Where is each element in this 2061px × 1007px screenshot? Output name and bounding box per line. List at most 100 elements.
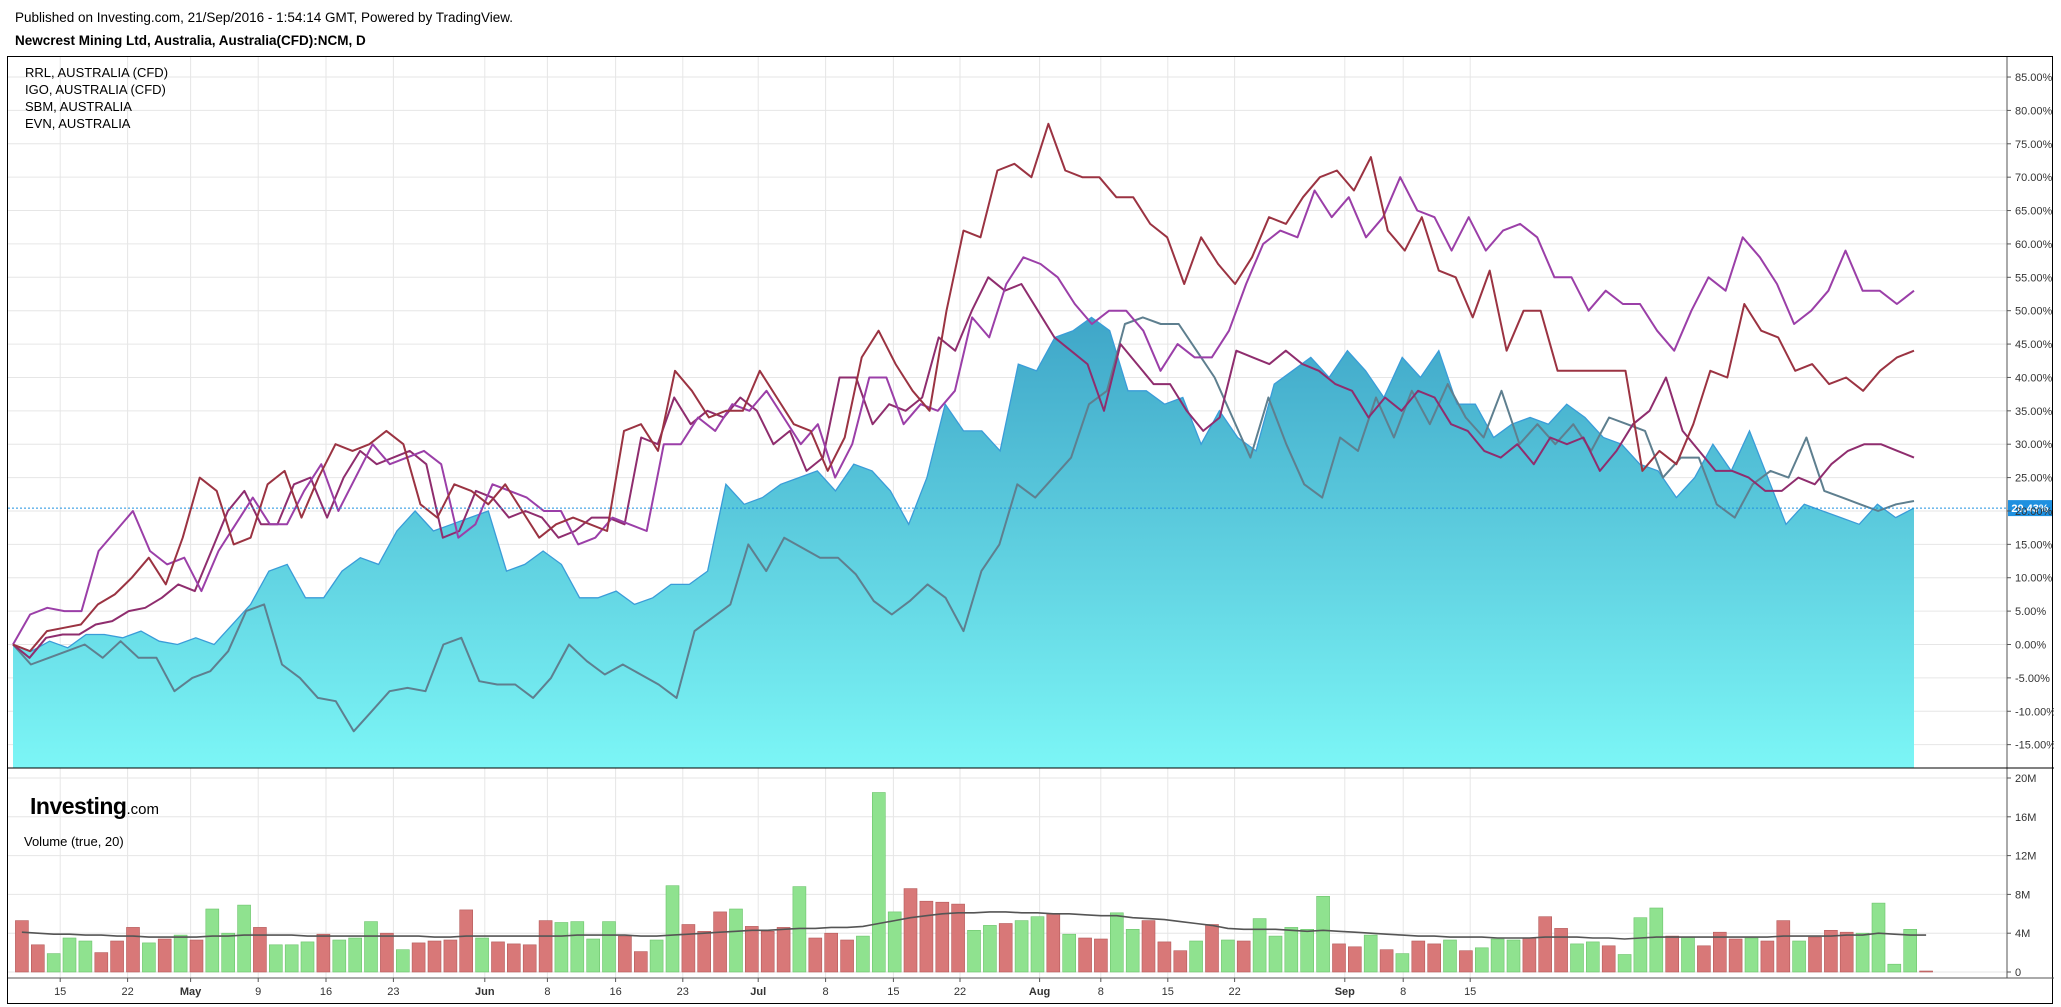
volume-bar [1395,953,1410,973]
volume-bar [395,949,410,973]
x-tick-label: 23 [387,986,399,998]
volume-bar [316,933,331,973]
volume-ma-line [21,911,1927,940]
volume-bar [268,944,283,973]
volume-bar [221,932,235,973]
volume-bar [205,908,220,973]
ncm-area-series [12,316,1915,768]
comparison-lines [8,122,2007,733]
volume-bar [538,920,553,973]
volume-bar [142,942,156,973]
volume-bar [427,940,442,973]
axes: 20.43% -15.00% -10.00% -5.00% 0.00% 5.00% 10.0… [8,57,2054,998]
volume-bar [1300,928,1314,973]
chart-title: Newcrest Mining Ltd, Australia, Australi… [15,33,366,48]
volume-bar [887,911,902,973]
volume-bar [602,921,616,973]
volume-bar [903,888,918,973]
volume-bar [871,792,886,973]
x-tick-label: 8 [544,986,550,998]
volume-bar [1014,920,1029,973]
legend-item-igo: IGO, AUSTRALIA (CFD) [25,82,166,97]
evn-line [12,316,1915,733]
y-tick-label: -10.00% [2015,706,2054,718]
ncm-line [12,316,1915,652]
volume-bar [744,926,759,973]
volume-bar [1125,928,1140,973]
chart-svg[interactable]: 20.43% -15.00% -10.00% -5.00% 0.00% 5.00% 10.0… [8,57,2054,1005]
volume-bar [1713,931,1727,973]
y-tick-label: 80.00% [2015,105,2053,117]
volume-bar [729,908,743,973]
volume-bar [840,939,854,973]
volume-bar [1046,913,1061,973]
volume-bar [1554,928,1568,973]
volume-bar [1427,943,1441,973]
volume-bar [681,924,696,973]
volume-bar [1649,907,1664,973]
x-tick-label: 22 [954,986,966,998]
x-tick-label: Aug [1029,986,1050,998]
volume-bar [998,923,1013,973]
volume-bar [348,937,363,973]
logo-text: Investing [30,793,127,819]
volume-bar [475,937,489,973]
y-tick-label: 75.00% [2015,139,2053,151]
volume-bar [173,934,188,973]
chart-frame[interactable]: 20.43% -15.00% -10.00% -5.00% 0.00% 5.00% 10.0… [7,56,2054,1005]
volume-bar [411,942,426,973]
volume-bar [1078,937,1092,973]
volume-bar [1728,938,1743,973]
volume-bar [665,885,680,973]
volume-bar [586,938,601,973]
volume-bar [1824,929,1838,973]
volume-bar [1697,945,1711,973]
volume-bar [30,944,45,973]
x-tick-label: 15 [1162,986,1174,998]
x-tick-label: Jul [750,986,766,998]
investing-logo: Investingcom [30,793,159,820]
y-tick-label: 70.00% [2015,172,2053,184]
y-tick-label-volume: 12M [2015,851,2036,863]
volume-bar [776,927,791,973]
volume-bar [364,921,378,973]
y-tick-label: 30.00% [2015,439,2053,451]
volume-bar [1633,917,1648,973]
y-tick-label: 20.00% [2015,506,2053,518]
volume-bar [110,940,124,973]
x-tick-label: 8 [823,986,829,998]
igo-line [12,176,1915,645]
legend-item-rrl: RRL, AUSTRALIA (CFD) [25,65,169,80]
volume-bar [1332,943,1346,973]
volume-bar [1665,935,1679,973]
y-tick-label: -5.00% [2015,673,2050,685]
volume-bar [1316,895,1330,973]
volume-bar [951,903,965,973]
volume-bar [1744,937,1759,973]
volume-bar [1601,945,1616,973]
legend-item-sbm: SBM, AUSTRALIA [25,99,132,114]
volume-bar [713,911,727,973]
volume-bar [570,921,585,973]
volume-bar [1808,936,1822,973]
volume-pane-title: Volume (true, 20) [24,834,124,849]
x-tick-label: 16 [320,986,332,998]
y-tick-label: 15.00% [2015,539,2053,551]
x-tick-label: 23 [677,986,689,998]
y-tick-label: 50.00% [2015,306,2053,318]
volume-bar [491,941,505,973]
volume-bar [1490,938,1505,973]
volume-bar [1760,940,1775,973]
volume-bar [983,925,997,973]
volume-bar [522,944,537,973]
volume-bar [1887,963,1902,973]
volume-bar [189,939,204,973]
x-tick-label: 9 [255,986,261,998]
volume-bar [554,922,569,973]
volume-bar [633,951,648,973]
volume-bar [1855,932,1870,973]
volume-bar [1141,920,1156,973]
volume-bar [15,920,29,973]
volume-bar [1586,941,1600,973]
y-tick-label-volume: 4M [2015,928,2030,940]
